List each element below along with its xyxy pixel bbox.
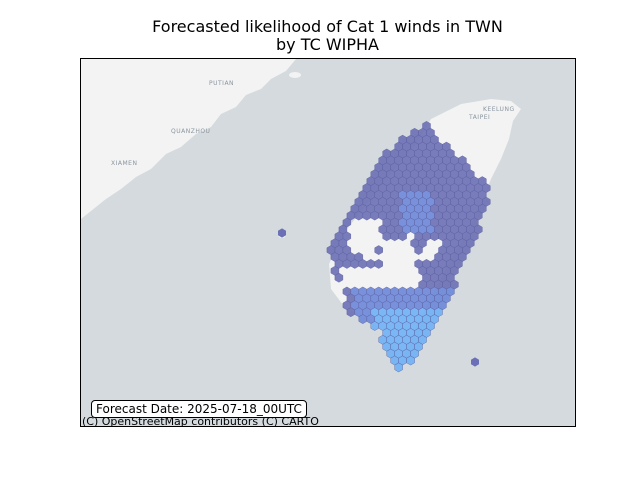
wind-hex-cell (398, 231, 407, 242)
wind-hex-cell (334, 272, 344, 283)
chart-title-line-1: Forecasted likelihood of Cat 1 winds in … (152, 17, 503, 36)
wind-hex-cell (354, 210, 363, 221)
place-label-putian: PUTIAN (209, 80, 234, 87)
place-label-keelung: KEELUNG (483, 106, 515, 113)
wind-hex-cell (358, 314, 367, 324)
wind-likelihood-hexbin-layer (278, 121, 491, 373)
wind-hex-cell (382, 231, 391, 242)
wind-hex-cell (278, 228, 286, 238)
wind-hex-cell (406, 355, 415, 366)
wind-hex-cell (394, 362, 403, 373)
wind-hex-cell (430, 231, 439, 242)
wind-hex-cell (374, 245, 383, 255)
forecast-date-label: Forecast Date: 2025-07-18_00UTC (91, 400, 307, 418)
map-panel[interactable]: PUTIAN QUANZHOU XIAMEN KEELUNG TAIPEI (80, 58, 576, 427)
wind-hex-cell (374, 259, 383, 269)
chart-title-line-2: by TC WIPHA (276, 35, 379, 54)
wind-hex-cell (471, 357, 479, 367)
wind-hex-cell (358, 259, 367, 269)
map-attribution: (C) OpenStreetMap contributors (C) CARTO (82, 415, 319, 428)
mainland-land (81, 59, 296, 219)
wind-hex-cell (414, 245, 423, 255)
wind-hex-cell (350, 259, 359, 269)
offshore-island (289, 72, 301, 78)
place-label-xiamen: XIAMEN (111, 160, 137, 167)
wind-hex-cell (362, 210, 371, 221)
place-label-quanzhou: QUANZHOU (171, 128, 210, 135)
place-label-taipei: TAIPEI (468, 114, 490, 121)
basemap: PUTIAN QUANZHOU XIAMEN KEELUNG TAIPEI (81, 59, 521, 373)
